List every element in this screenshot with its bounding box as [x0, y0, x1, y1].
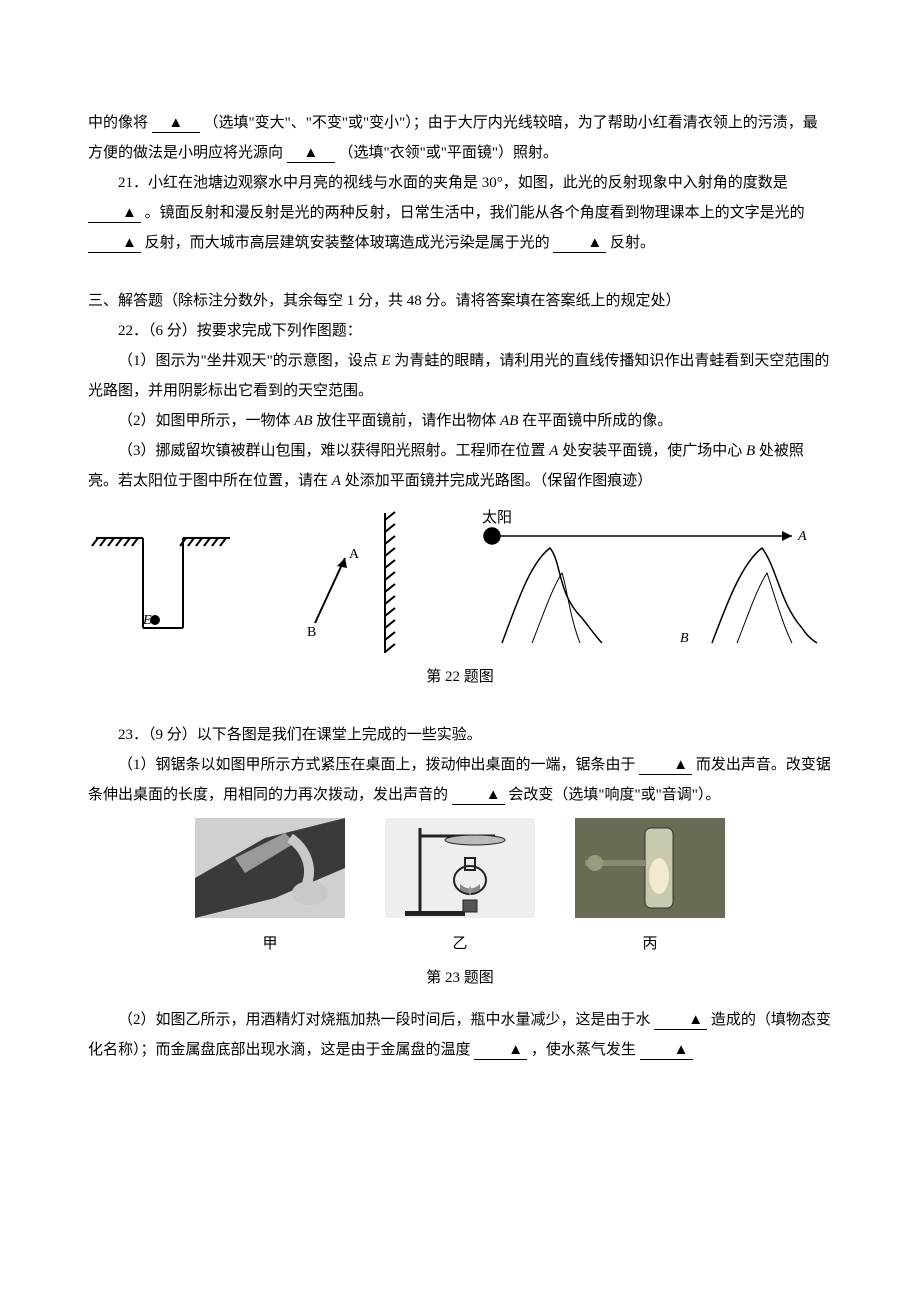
- q22-3-d: 处添加平面镜并完成光路图。（保留作图痕迹）: [341, 473, 652, 489]
- section-3-heading: 三、解答题（除标注分数外，其余每空 1 分，共 48 分。请将答案填在答案纸上的…: [88, 286, 832, 316]
- q23-fig-jia: 甲: [195, 818, 345, 959]
- mirror-label-B: B: [307, 625, 316, 640]
- sun-label: 太阳: [482, 509, 512, 526]
- blank-q21-2[interactable]: ▲: [88, 235, 141, 253]
- label-B-1: B: [746, 443, 755, 459]
- q22-2: （2）如图甲所示，一物体 AB 放住平面镜前，请作出物体 AB 在平面镜中所成的…: [88, 406, 832, 436]
- q21: 21．小红在池塘边观察水中月亮的视线与水面的夹角是 30°，如图，此光的反射现象…: [88, 168, 832, 258]
- q22-2-b: 放住平面镜前，请作出物体: [313, 413, 501, 429]
- q22-caption: 第 22 题图: [88, 662, 832, 692]
- q22-2-a: （2）如图甲所示，一物体: [118, 413, 294, 429]
- label-AB-2: AB: [500, 413, 518, 429]
- q23-head: 23．（9 分）以下各图是我们在课堂上完成的一些实验。: [88, 720, 832, 750]
- q22-diagram-mountains: 太阳 A B: [462, 508, 832, 658]
- q23-label-bing: 丙: [575, 929, 725, 959]
- q21-text-c: 反射，而大城市高层建筑安装整体玻璃造成光污染是属于光的: [145, 235, 550, 251]
- q22-2-c: 在平面镜中所成的像。: [518, 413, 672, 429]
- label-AB-1: AB: [294, 413, 312, 429]
- mirror-label-A: A: [349, 547, 360, 562]
- q23-fig-bing: 丙: [575, 818, 725, 959]
- q23-2-c: ，使水蒸气发生: [531, 1042, 636, 1058]
- label-E-1: E: [382, 353, 391, 369]
- well-label-E: E: [142, 613, 152, 628]
- q22-3-b: 处安装平面镜，使广场中心: [558, 443, 746, 459]
- q23-photo-jia: [195, 818, 345, 929]
- q20-continued: 中的像将 ▲ （选填"变大"、"不变"或"变小"）；由于大厅内光线较暗，为了帮助…: [88, 108, 832, 168]
- q23-1: （1）钢锯条以如图甲所示方式紧压在桌面上，拨动伸出桌面的一端，锯条由于 ▲ 而发…: [88, 750, 832, 810]
- blank-q23-4[interactable]: ▲: [474, 1042, 527, 1060]
- q22-1: （1）图示为"坐井观天"的示意图，设点 E 为青蛙的眼睛，请利用光的直线传播知识…: [88, 346, 832, 406]
- q23-label-yi: 乙: [385, 929, 535, 959]
- q23-fig-yi: 乙: [385, 818, 535, 959]
- blank-q23-1[interactable]: ▲: [639, 757, 692, 775]
- q23-1-a: （1）钢锯条以如图甲所示方式紧压在桌面上，拨动伸出桌面的一端，锯条由于: [118, 757, 636, 773]
- q23-1-c: 会改变（选填"响度"或"音调"）。: [508, 787, 720, 803]
- q23-label-jia: 甲: [195, 929, 345, 959]
- q23-photo-yi: [385, 818, 535, 929]
- q23-2-a: （2）如图乙所示，用酒精灯对烧瓶加热一段时间后，瓶中水量减少，这是由于水: [118, 1012, 651, 1028]
- blank-q23-5[interactable]: ▲: [640, 1042, 693, 1060]
- blank-q21-3[interactable]: ▲: [553, 235, 606, 253]
- blank-q23-2[interactable]: ▲: [452, 787, 505, 805]
- mountain-label-A: A: [797, 529, 807, 544]
- q23-figure-row: 甲: [88, 818, 832, 959]
- q23-caption: 第 23 题图: [88, 963, 832, 993]
- q21-text-d: 反射。: [610, 235, 655, 251]
- q23-2: （2）如图乙所示，用酒精灯对烧瓶加热一段时间后，瓶中水量减少，这是由于水 ▲ 造…: [88, 1005, 832, 1065]
- blank-q23-3[interactable]: ▲: [654, 1012, 707, 1030]
- q21-text-a: 21．小红在池塘边观察水中月亮的视线与水面的夹角是 30°，如图，此光的反射现象…: [118, 175, 788, 191]
- blank-q20-2[interactable]: ▲: [287, 145, 335, 163]
- q22-1-a: （1）图示为"坐井观天"的示意图，设点: [118, 353, 382, 369]
- q22-diagram-well: E: [88, 508, 238, 648]
- exam-page: 中的像将 ▲ （选填"变大"、"不变"或"变小"）；由于大厅内光线较暗，为了帮助…: [0, 0, 920, 1302]
- q23-photo-bing: [575, 818, 725, 929]
- q22-3-a: （3）挪威留坎镇被群山包围，难以获得阳光照射。工程师在位置: [118, 443, 549, 459]
- q22-3: （3）挪威留坎镇被群山包围，难以获得阳光照射。工程师在位置 A 处安装平面镜，使…: [88, 436, 832, 496]
- blank-q20-1[interactable]: ▲: [152, 115, 200, 133]
- q22-head: 22．（6 分）按要求完成下列作图题：: [88, 316, 832, 346]
- blank-q21-1[interactable]: ▲: [88, 205, 141, 223]
- label-A-2: A: [332, 473, 341, 489]
- q22-figure-row: E A B: [88, 508, 832, 658]
- q22-diagram-mirror: A B: [265, 508, 435, 658]
- mountain-label-B: B: [680, 631, 689, 646]
- q20-text-c: （选填"衣领"或"平面镜"）照射。: [339, 145, 559, 161]
- q21-text-b: 。镜面反射和漫反射是光的两种反射，日常生活中，我们能从各个角度看到物理课本上的文…: [145, 205, 805, 221]
- q20-text-a: 中的像将: [88, 115, 148, 131]
